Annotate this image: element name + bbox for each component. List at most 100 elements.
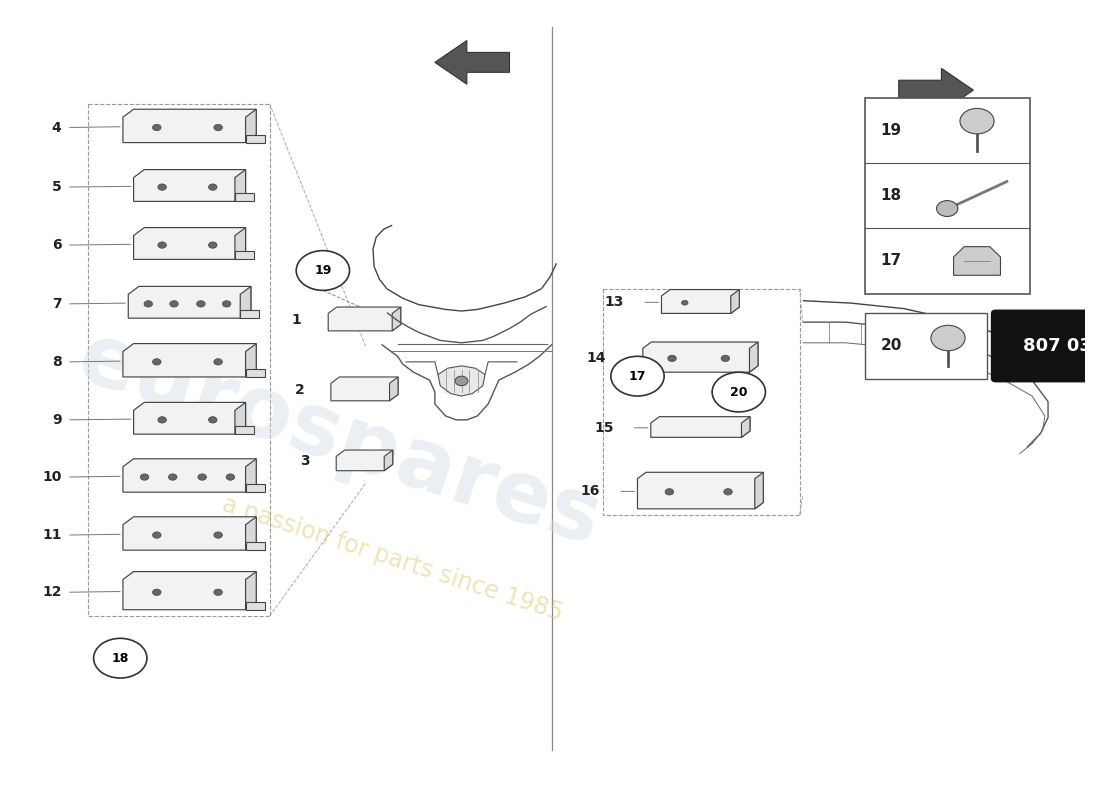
Circle shape <box>213 358 222 365</box>
Polygon shape <box>235 251 254 259</box>
Circle shape <box>682 300 688 305</box>
Circle shape <box>197 301 206 307</box>
Polygon shape <box>235 194 254 202</box>
Circle shape <box>198 474 207 480</box>
Polygon shape <box>245 542 265 550</box>
Text: eurospares: eurospares <box>67 316 611 563</box>
Circle shape <box>158 417 166 423</box>
Polygon shape <box>123 571 256 610</box>
Circle shape <box>455 376 468 386</box>
Polygon shape <box>384 450 393 470</box>
Polygon shape <box>331 377 398 401</box>
Circle shape <box>936 201 958 217</box>
Polygon shape <box>245 343 256 377</box>
Polygon shape <box>245 602 265 610</box>
Circle shape <box>724 489 733 495</box>
Polygon shape <box>661 290 739 314</box>
Text: 19: 19 <box>881 123 902 138</box>
Text: 4: 4 <box>52 121 62 134</box>
Text: 6: 6 <box>52 238 62 252</box>
FancyBboxPatch shape <box>865 314 988 378</box>
Text: a passion for parts since 1985: a passion for parts since 1985 <box>219 492 565 626</box>
Polygon shape <box>235 170 245 202</box>
Polygon shape <box>123 458 256 492</box>
Polygon shape <box>123 110 256 142</box>
Circle shape <box>222 301 231 307</box>
Circle shape <box>158 242 166 248</box>
Polygon shape <box>245 110 256 142</box>
Polygon shape <box>133 170 245 202</box>
Circle shape <box>296 250 350 290</box>
Polygon shape <box>240 310 260 318</box>
Polygon shape <box>245 571 256 610</box>
Text: 9: 9 <box>52 413 62 427</box>
Polygon shape <box>642 342 758 372</box>
Circle shape <box>712 372 766 412</box>
Polygon shape <box>328 307 400 331</box>
Polygon shape <box>133 402 245 434</box>
Polygon shape <box>730 290 739 314</box>
Text: 17: 17 <box>629 370 646 382</box>
Text: 7: 7 <box>52 297 62 311</box>
Text: 11: 11 <box>42 528 62 542</box>
Polygon shape <box>235 228 245 259</box>
Circle shape <box>209 242 217 248</box>
Polygon shape <box>755 472 763 509</box>
Circle shape <box>169 301 178 307</box>
Polygon shape <box>235 402 245 434</box>
Polygon shape <box>954 246 1001 275</box>
Circle shape <box>153 589 161 595</box>
Polygon shape <box>741 417 750 438</box>
Text: 19: 19 <box>315 264 331 277</box>
Circle shape <box>158 184 166 190</box>
Polygon shape <box>245 134 265 142</box>
Text: 13: 13 <box>605 295 624 310</box>
Polygon shape <box>245 517 256 550</box>
Text: 10: 10 <box>42 470 62 484</box>
Polygon shape <box>337 450 393 470</box>
Polygon shape <box>235 426 254 434</box>
Text: 12: 12 <box>42 586 62 599</box>
Ellipse shape <box>961 120 993 128</box>
Text: 2: 2 <box>295 382 305 397</box>
Polygon shape <box>899 68 974 112</box>
Circle shape <box>153 532 161 538</box>
Polygon shape <box>123 343 256 377</box>
Circle shape <box>209 184 217 190</box>
Polygon shape <box>240 286 251 318</box>
Polygon shape <box>438 366 485 396</box>
Text: 3: 3 <box>300 454 309 468</box>
Circle shape <box>666 489 673 495</box>
Circle shape <box>213 532 222 538</box>
Circle shape <box>141 474 149 480</box>
Text: 14: 14 <box>586 351 605 365</box>
Text: 17: 17 <box>881 254 902 269</box>
FancyBboxPatch shape <box>991 310 1100 382</box>
Ellipse shape <box>933 338 962 346</box>
Circle shape <box>94 638 147 678</box>
Text: 8: 8 <box>52 355 62 369</box>
Polygon shape <box>123 517 256 550</box>
Text: 1: 1 <box>292 313 301 326</box>
Circle shape <box>931 326 965 350</box>
Text: 20: 20 <box>881 338 902 354</box>
Text: 807 03: 807 03 <box>1023 337 1091 355</box>
Text: 5: 5 <box>52 180 62 194</box>
Polygon shape <box>651 417 750 438</box>
Circle shape <box>227 474 234 480</box>
Circle shape <box>144 301 153 307</box>
Polygon shape <box>245 458 256 492</box>
Polygon shape <box>393 307 400 331</box>
Circle shape <box>213 124 222 130</box>
Circle shape <box>153 358 161 365</box>
Circle shape <box>209 417 217 423</box>
Polygon shape <box>129 286 251 318</box>
Polygon shape <box>749 342 758 372</box>
Text: 15: 15 <box>594 421 614 435</box>
Text: 18: 18 <box>881 188 902 203</box>
Text: 16: 16 <box>581 484 601 498</box>
Polygon shape <box>638 472 763 509</box>
Polygon shape <box>245 484 265 492</box>
Polygon shape <box>133 228 245 259</box>
Circle shape <box>168 474 177 480</box>
